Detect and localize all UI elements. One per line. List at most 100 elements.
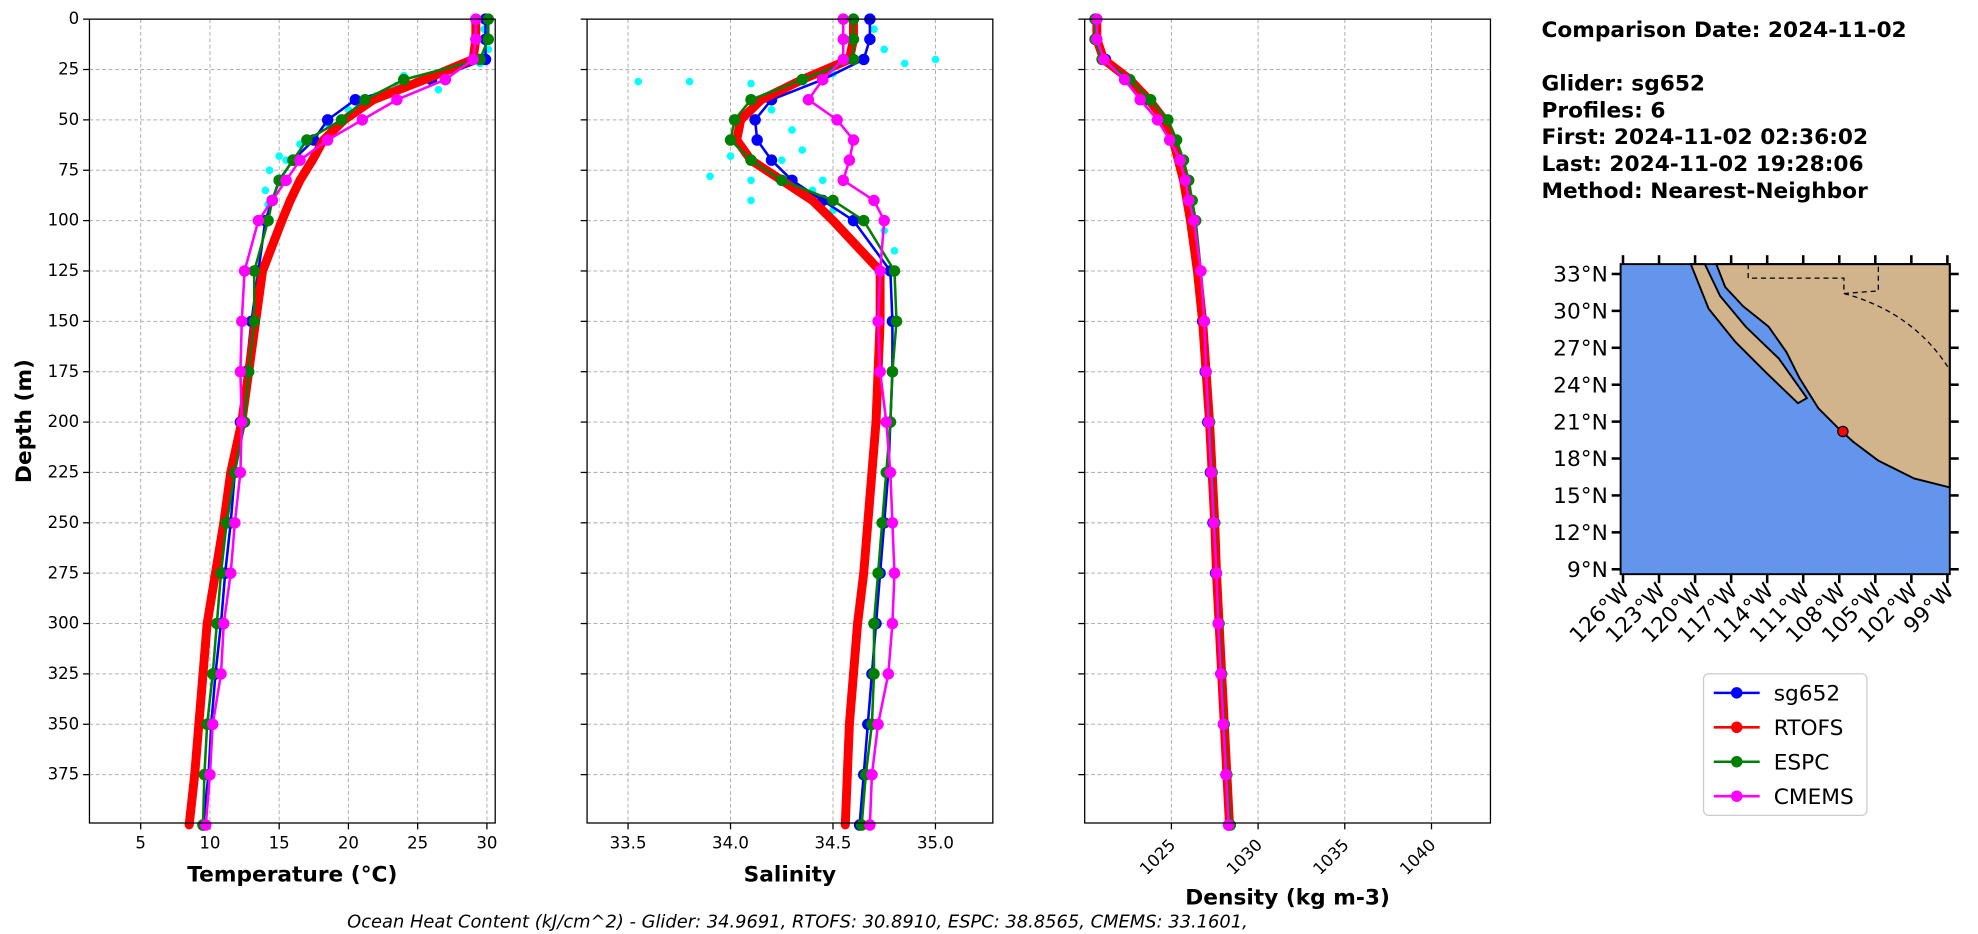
profile-marker [238,265,251,277]
profile-marker [837,33,849,46]
x-tick-label: 1030 [1223,835,1266,878]
map-border [1747,264,1951,371]
profile-marker [1163,134,1176,146]
profile-marker [840,820,850,830]
legend-marker [1730,790,1743,802]
profile-marker [886,517,899,529]
profile-marker [1098,53,1110,66]
y-tick-label: 300 [48,614,80,633]
profile-marker [868,668,880,680]
profile-marker [1162,114,1174,126]
profile-marker [1220,768,1232,781]
y-tick-label: 125 [48,261,80,280]
profile-marker [868,617,880,630]
profile-marker [872,718,884,731]
x-tick-label: 5 [135,834,146,853]
profile-marker [301,134,313,146]
info-line: Comparison Date: 2024-11-02 [1541,18,1906,43]
profile-marker [220,517,233,529]
raw-point [900,59,909,68]
raw-point [265,166,274,175]
profile-marker [1134,93,1146,106]
profile-marker [855,819,868,831]
x-tick-label: 33.5 [610,834,647,853]
profile-marker [236,315,248,328]
profile-marker [816,73,829,86]
profile-marker [229,517,241,529]
profile-marker [728,114,741,126]
profile-marker [1215,668,1227,680]
map-land [1689,263,1809,405]
profile-marker [724,134,737,146]
profile-marker [258,266,268,276]
profile-marker [828,216,838,226]
profile-marker [847,134,860,146]
raw-point [261,186,270,195]
legend-marker [1730,756,1743,768]
raw-point [434,85,443,94]
profile-marker [1188,214,1200,227]
profile-marker [868,194,880,207]
profile-marker [796,73,808,86]
profile-marker [837,174,849,187]
raw-point [767,105,776,114]
profile-marker [827,194,839,207]
map-frame [1619,263,1951,576]
raw-point [275,152,283,160]
profile-marker [1195,265,1207,277]
profile-marker [335,114,348,126]
profile-marker [1198,315,1211,328]
profile-marker [398,73,410,86]
profile-marker [1210,567,1223,579]
info-line: Last: 2024-11-02 19:28:06 [1541,152,1863,177]
axes-frame [1084,18,1492,824]
profile-marker [871,417,881,427]
profile-marker [391,93,403,106]
profile-marker [831,114,843,126]
profile-marker [295,175,305,185]
y-tick-label: 175 [48,362,80,381]
profile-marker [420,75,430,85]
profile-marker [202,619,212,629]
info-line: Method: Nearest-Neighbor [1541,179,1868,204]
axes-frame [586,18,994,824]
profile-marker [307,155,317,165]
y-tick-label: 275 [48,563,80,582]
profile-marker [864,819,876,831]
profile-marker [198,669,208,679]
profile-marker [866,768,878,781]
profile-marker [252,214,265,227]
profile-marker [224,567,237,579]
profile-marker [1179,174,1192,187]
profile-marker [847,53,860,66]
profile-marker [242,365,255,378]
profile-marker [872,567,884,579]
profile-marker [1144,93,1157,106]
y-tick-label: 25 [58,60,79,79]
raw-point [890,246,899,255]
x-axis-label: Density (kg m-3) [1185,886,1390,911]
profile-marker [837,53,849,66]
profile-marker [194,719,204,729]
profile-marker [874,365,886,378]
y-tick-label: 225 [48,463,80,482]
profile-marker [751,134,763,146]
profile-marker [874,265,886,277]
profile-marker [190,770,200,780]
profile-marker [215,668,227,680]
legend-label: CMEMS [1774,785,1854,810]
profile-marker [776,174,788,187]
y-tick-label: 27°N [1553,336,1608,361]
axes-frame [88,18,496,824]
profile-marker [847,33,860,46]
profile-marker [882,668,895,680]
profile-marker [880,416,893,428]
x-tick-label: 34.5 [815,834,852,853]
profile-marker [847,214,860,227]
x-tick-label: 20 [338,834,359,853]
profile-marker [802,93,815,106]
profile-marker [1217,718,1230,731]
y-tick-label: 24°N [1553,373,1608,398]
profile-marker [849,669,858,679]
profile-marker [218,617,230,630]
